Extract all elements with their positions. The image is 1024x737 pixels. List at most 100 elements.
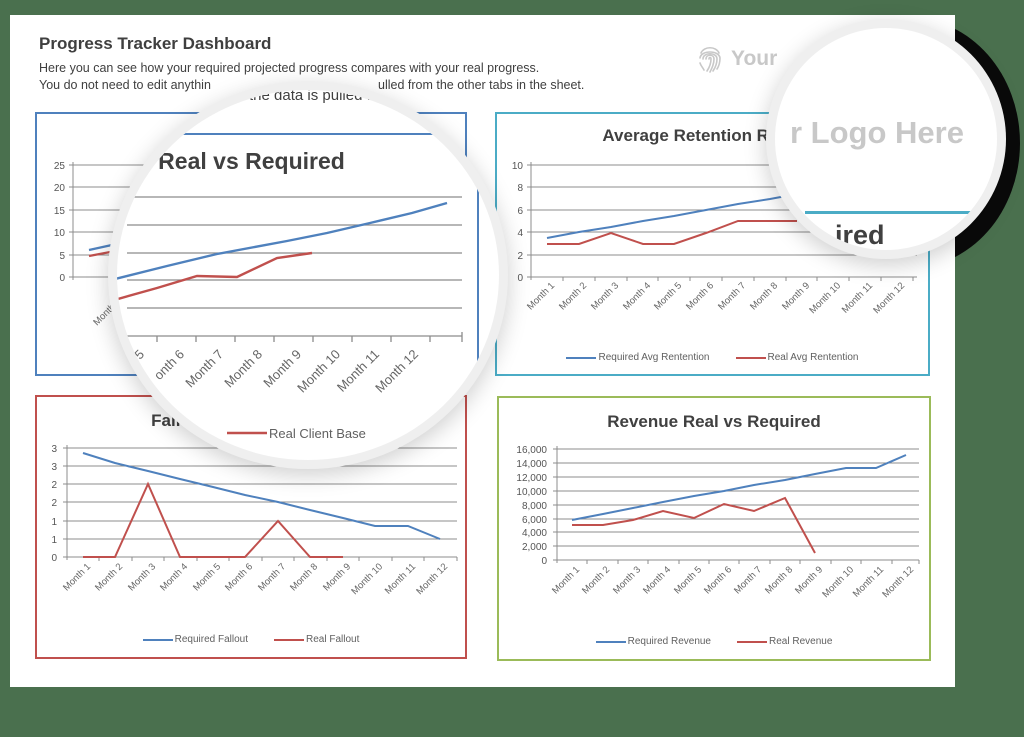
svg-text:Month 12: Month 12 [880,564,916,600]
logo-placeholder: Your [697,44,777,74]
svg-text:Month 11: Month 11 [383,561,418,596]
svg-text:2: 2 [51,498,57,509]
svg-text:16,000: 16,000 [516,445,547,456]
magnified-chart-title: e Real vs Required [139,148,345,174]
svg-text:Month 11: Month 11 [840,280,875,315]
svg-text:0: 0 [541,556,547,567]
svg-text:0: 0 [59,273,65,284]
svg-text:20: 20 [54,183,66,194]
svg-text:0: 0 [517,273,523,284]
svg-text:Month 2: Month 2 [557,280,589,312]
svg-text:6: 6 [517,206,523,217]
svg-text:Month 6: Month 6 [684,280,716,312]
description-line-1: Here you can see how your required proje… [39,61,540,75]
svg-text:Month 10: Month 10 [349,561,385,597]
svg-text:Month 6: Month 6 [223,561,255,593]
retention-legend: Required Avg Rentention Real Avg Rentent… [497,352,928,363]
fingerprint-icon [699,46,721,73]
svg-text:Month 12: Month 12 [871,280,907,316]
logo-text: Your [731,47,778,70]
svg-text:4: 4 [517,228,523,239]
svg-text:2,000: 2,000 [522,542,547,553]
magnified-client-chart: 5 onth 6 Month 7 Month 8 Month 9 Month 1… [117,196,463,441]
revenue-chart-title: Revenue Real vs Required [607,412,821,431]
svg-text:Month 10: Month 10 [294,347,343,396]
svg-text:Month 10: Month 10 [820,564,856,600]
svg-text:5: 5 [131,347,147,363]
svg-text:Month 9: Month 9 [321,561,353,593]
svg-text:Month 12: Month 12 [372,347,421,396]
svg-text:2: 2 [51,480,57,491]
svg-text:14,000: 14,000 [516,459,547,470]
magnified-panel-border-right [477,140,479,380]
legend-required-retention: Required Avg Rentention [566,352,710,363]
svg-text:10: 10 [54,228,66,239]
magnified-description-fragment: as the data is pulled . [229,90,371,104]
svg-text:Month 10: Month 10 [807,280,843,316]
svg-text:Month 4: Month 4 [621,280,653,312]
svg-text:Month 1: Month 1 [525,280,557,312]
svg-text:4,000: 4,000 [522,528,547,539]
magnified-panel-border [167,133,452,135]
legend-required-fallout: Required Fallout [142,634,248,645]
retention-chart: 10 8 6 4 2 0 Month 1 Month 2 Month 3 Month 4… [512,161,917,316]
revenue-chart: 16,000 14,000 12,000 10,000 8,000 6,000 … [516,445,920,600]
magnified-logo-text: r Logo Here [790,115,964,150]
logo-magnifier: r Logo Here ired [775,28,997,250]
svg-text:Month 5: Month 5 [672,564,704,596]
svg-text:Real Client Base: Real Client Base [269,426,366,441]
svg-text:3: 3 [51,444,57,455]
svg-text:12,000: 12,000 [516,473,547,484]
svg-text:25: 25 [54,161,66,172]
client-chart-magnifier: as the data is pulled . e Real vs Requir… [117,90,499,460]
svg-text:Month 11: Month 11 [851,564,886,599]
fallout-chart-title: Fallo [151,411,191,430]
legend-required-revenue: Required Revenue [595,636,711,647]
fallout-legend: Required Fallout Real Fallout [37,634,465,645]
svg-text:Month 4: Month 4 [641,564,673,596]
svg-text:Month 12: Month 12 [414,561,450,597]
svg-text:8,000: 8,000 [522,501,547,512]
svg-text:3: 3 [51,462,57,473]
svg-text:Month 5: Month 5 [191,561,223,593]
svg-text:Month 2: Month 2 [93,561,125,593]
svg-text:Month 3: Month 3 [611,564,643,596]
magnified-retention-title-fragment: ired [835,220,885,250]
svg-text:15: 15 [54,206,66,217]
legend-real-fallout: Real Fallout [274,634,359,645]
retention-chart-title: Average Retention Real [602,126,793,145]
revenue-legend: Required Revenue Real Revenue [499,636,929,647]
svg-text:onth 6: onth 6 [151,347,187,383]
svg-text:8: 8 [517,183,523,194]
svg-text:10: 10 [512,161,524,172]
svg-text:2: 2 [517,251,523,262]
description-line-2-right: ulled from the other tabs in the sheet. [378,78,585,92]
svg-text:Month 5: Month 5 [652,280,684,312]
svg-text:Month 7: Month 7 [256,561,288,593]
svg-text:10,000: 10,000 [516,487,547,498]
svg-text:Month 7: Month 7 [182,347,226,391]
magnified-retention-border [805,211,997,214]
svg-text:1: 1 [51,535,57,546]
svg-text:6,000: 6,000 [522,515,547,526]
svg-text:5: 5 [59,251,65,262]
svg-text:1: 1 [51,517,57,528]
svg-text:Month 8: Month 8 [748,280,780,312]
description-line-2: You do not need to edit anythin [39,78,211,92]
svg-text:Month 8: Month 8 [763,564,795,596]
svg-text:Month 2: Month 2 [580,564,612,596]
svg-text:Month 1: Month 1 [550,564,582,596]
fallout-chart: 3 3 2 2 1 1 0 Month 1 Month 2 Month 3 [51,444,458,597]
svg-text:Month 4: Month 4 [158,561,190,593]
revenue-chart-panel: Revenue Real vs Required 16,000 14,000 1… [497,396,931,661]
svg-text:Month 3: Month 3 [589,280,621,312]
svg-text:Month 7: Month 7 [732,564,764,596]
svg-text:Month 3: Month 3 [126,561,158,593]
page-title: Progress Tracker Dashboard [39,34,272,53]
svg-text:Month 8: Month 8 [288,561,320,593]
svg-text:Month 8: Month 8 [221,347,265,391]
legend-real-retention: Real Avg Rentention [735,352,859,363]
svg-text:0: 0 [51,553,57,564]
svg-text:Month 6: Month 6 [702,564,734,596]
legend-real-revenue: Real Revenue [737,636,832,647]
